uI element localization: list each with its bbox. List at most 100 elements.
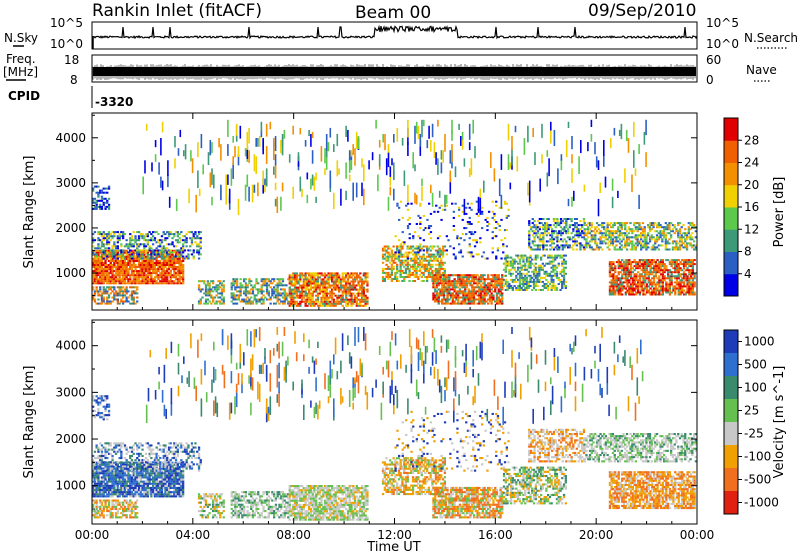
echo-cell xyxy=(549,249,551,251)
echo-cell xyxy=(113,297,115,299)
echo-cell xyxy=(512,287,514,289)
echo-cell xyxy=(565,287,567,289)
echo-cell xyxy=(608,224,610,226)
echo-cell xyxy=(669,290,671,292)
echo-cell xyxy=(639,277,641,279)
echo-cell xyxy=(156,247,158,249)
echo-cell xyxy=(646,267,648,269)
echo-cell xyxy=(131,294,133,296)
echo-cell xyxy=(414,280,416,282)
echo-cell xyxy=(210,294,212,296)
echo-cell xyxy=(645,238,647,240)
echo-cell xyxy=(401,246,403,248)
echo-cell xyxy=(198,249,200,251)
echo-cell xyxy=(624,246,626,248)
echo-cell xyxy=(612,226,614,228)
echo-cell xyxy=(591,246,593,248)
echo-cell xyxy=(480,284,482,286)
echo-cell xyxy=(505,275,507,277)
echo-cell xyxy=(310,289,312,291)
echo-cell xyxy=(106,251,108,253)
echo-cell xyxy=(428,262,430,264)
echo-cell xyxy=(161,253,163,255)
echo-cell xyxy=(521,267,523,269)
echo-cell xyxy=(587,226,589,228)
echo-cell xyxy=(658,238,660,240)
echo-cell xyxy=(124,280,126,282)
echo-cell xyxy=(661,240,663,242)
echo-cell xyxy=(417,278,419,280)
echo-cell xyxy=(134,241,136,243)
echo-cell xyxy=(401,264,403,266)
echo-cell xyxy=(284,288,286,290)
echo-cell xyxy=(484,274,486,276)
echo-cell xyxy=(542,281,544,283)
echo-cell xyxy=(457,301,459,303)
echo-cell xyxy=(489,290,491,292)
echo-cell xyxy=(686,238,688,240)
echo-cell xyxy=(648,290,650,292)
echo-cell xyxy=(496,294,498,296)
echo-cell xyxy=(628,226,630,228)
echo-cell xyxy=(255,303,257,305)
echo-cell xyxy=(122,251,124,253)
echo-cell xyxy=(170,270,172,272)
echo-cell xyxy=(656,288,658,290)
echo-cell xyxy=(558,240,560,242)
echo-cell xyxy=(252,290,254,292)
echo-cell xyxy=(120,245,122,247)
echo-cell xyxy=(127,290,129,292)
echo-cell xyxy=(391,272,393,274)
echo-cell xyxy=(431,266,433,268)
echo-cell xyxy=(448,278,450,280)
echo-cell xyxy=(149,249,151,251)
echo-cell xyxy=(177,235,179,237)
echo-cell xyxy=(124,260,126,262)
echo-cell xyxy=(638,224,640,226)
echo-cell xyxy=(127,247,129,249)
echo-cell xyxy=(484,303,486,305)
echo-cell xyxy=(147,253,149,255)
echo-cell xyxy=(476,274,478,276)
echo-cell xyxy=(271,294,273,296)
echo-cell xyxy=(556,218,558,220)
echo-cell xyxy=(551,234,553,236)
echo-cell xyxy=(273,280,275,282)
echo-cell xyxy=(572,230,574,232)
echo-cell xyxy=(141,253,143,255)
echo-cell xyxy=(421,262,423,264)
echo-cell xyxy=(679,283,681,285)
echo-cell xyxy=(262,303,264,305)
echo-cell xyxy=(99,204,101,206)
echo-cell xyxy=(156,231,158,233)
echo-cell xyxy=(688,230,690,232)
echo-cell xyxy=(241,284,243,286)
echo-cell xyxy=(234,288,236,290)
echo-cell xyxy=(285,299,287,301)
echo-cell xyxy=(366,297,368,299)
echo-cell xyxy=(385,264,387,266)
echo-cell xyxy=(626,277,628,279)
echo-cell xyxy=(133,299,135,301)
echo-cell xyxy=(679,261,681,263)
echo-cell xyxy=(693,240,695,242)
echo-cell xyxy=(163,231,165,233)
echo-cell xyxy=(539,226,541,228)
echo-cell xyxy=(517,269,519,271)
echo-cell xyxy=(506,255,508,257)
echo-cell xyxy=(417,266,419,268)
echo-cell xyxy=(384,280,386,282)
echo-cell xyxy=(212,280,214,282)
echo-cell xyxy=(594,236,596,238)
echo-cell xyxy=(547,289,549,291)
echo-cell xyxy=(565,263,567,265)
echo-cell xyxy=(209,282,211,284)
echo-cell xyxy=(103,245,105,247)
echo-cell xyxy=(217,284,219,286)
echo-cell xyxy=(387,260,389,262)
echo-cell xyxy=(671,265,673,267)
echo-cell xyxy=(653,277,655,279)
echo-cell xyxy=(635,294,637,296)
echo-cell xyxy=(505,279,507,281)
echo-cell xyxy=(608,249,610,251)
